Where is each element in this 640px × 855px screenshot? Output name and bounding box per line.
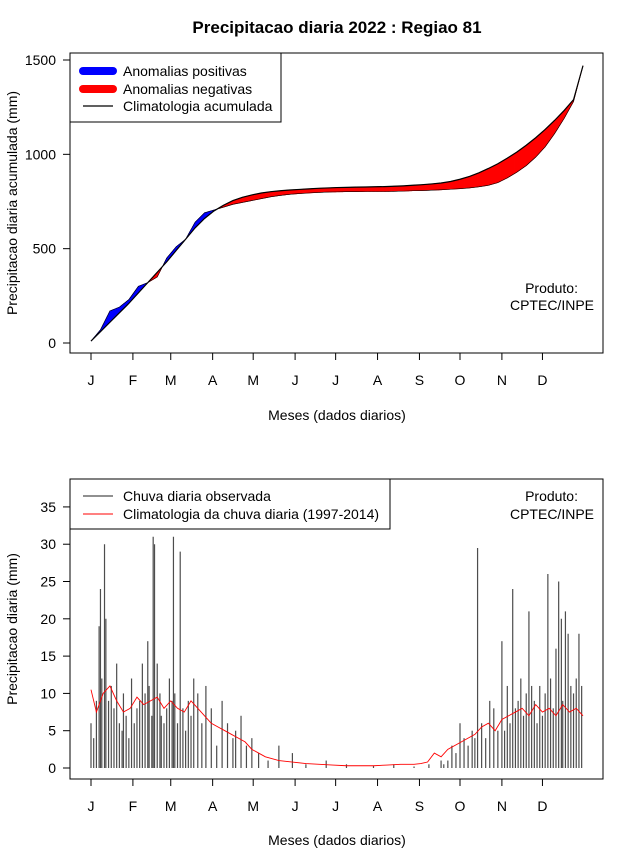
legend-label-observed: Chuva diaria observada [123, 488, 271, 504]
x-tick-label: D [537, 372, 547, 388]
daily-precipitation-chart: 0 5 10 15 20 25 30 35 J F M A M J J A S O N D Meses (dados… [4, 478, 604, 848]
y-tick-label: 1500 [25, 52, 56, 68]
x-tick-label: J [332, 372, 339, 388]
x-tick-label: J [292, 798, 299, 814]
series-climatology-daily-line [90, 685, 584, 767]
x-tick-label: M [247, 372, 259, 388]
x-tick-label: N [497, 798, 507, 814]
x-tick-label: S [415, 798, 424, 814]
x-tick-label: O [455, 372, 466, 388]
x-tick-label: J [332, 798, 339, 814]
series-observed-outline [90, 65, 584, 342]
y-tick-label: 1000 [25, 146, 56, 162]
x-tick-label: M [165, 798, 177, 814]
x-tick-label: J [292, 372, 299, 388]
y-tick-label: 0 [48, 760, 56, 776]
y-tick-label: 0 [48, 335, 56, 351]
cumulative-precipitation-chart: 0 500 1000 1500 J F M A M J J A S O N D Meses (dados d… [4, 52, 604, 423]
legend-label-positive: Anomalias positivas [123, 63, 247, 79]
legend-label-climatology: Climatologia da chuva diaria (1997-2014) [123, 506, 379, 522]
y-axis-label: Precipitacao diaria acumulada (mm) [4, 91, 20, 315]
y-tick-label: 30 [40, 536, 56, 552]
x-tick-label: N [497, 372, 507, 388]
observed-bars [90, 536, 583, 768]
x-tick-label: J [88, 798, 95, 814]
product-label: Produto: [525, 280, 578, 296]
x-tick-label: F [129, 798, 138, 814]
legend-box [69, 478, 391, 530]
y-axis: 0 5 10 15 20 25 30 35 [40, 499, 71, 776]
y-tick-label: 25 [40, 574, 56, 590]
x-tick-label: M [165, 372, 177, 388]
legend-label-climatology: Climatologia acumulada [123, 98, 273, 114]
x-tick-label: D [537, 798, 547, 814]
y-tick-label: 35 [40, 499, 56, 515]
x-axis-label: Meses (dados diarios) [268, 407, 406, 423]
legend: Chuva diaria observada Climatologia da c… [69, 478, 391, 530]
x-tick-label: S [415, 372, 424, 388]
legend-label-negative: Anomalias negativas [123, 81, 252, 97]
x-tick-label: A [373, 372, 383, 388]
climatology-line [90, 685, 584, 767]
x-tick-label: O [455, 798, 466, 814]
product-source: CPTEC/INPE [510, 297, 594, 313]
y-axis: 0 500 1000 1500 [25, 52, 71, 351]
x-tick-label: M [247, 798, 259, 814]
x-tick-label: A [373, 798, 383, 814]
y-tick-label: 5 [48, 723, 56, 739]
x-tick-label: F [129, 372, 138, 388]
series-climatology-line [90, 65, 584, 342]
y-axis-label: Precipitacao diaria (mm) [4, 553, 20, 705]
cumulative-lines [90, 65, 584, 342]
y-tick-label: 10 [40, 685, 56, 701]
x-axis-label: Meses (dados diarios) [268, 832, 406, 848]
legend: Anomalias positivas Anomalias negativas … [69, 52, 282, 123]
y-tick-label: 15 [40, 648, 56, 664]
x-tick-label: A [208, 798, 218, 814]
y-tick-label: 500 [33, 241, 57, 257]
x-tick-label: A [208, 372, 218, 388]
x-tick-label: J [88, 372, 95, 388]
product-label: Produto: [525, 488, 578, 504]
figure-title: Precipitacao diaria 2022 : Regiao 81 [192, 18, 481, 37]
y-tick-label: 20 [40, 611, 56, 627]
product-source: CPTEC/INPE [510, 506, 594, 522]
